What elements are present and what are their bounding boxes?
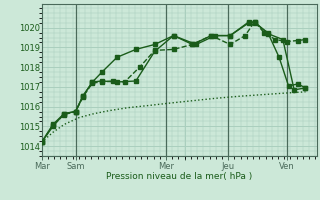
X-axis label: Pression niveau de la mer( hPa ): Pression niveau de la mer( hPa ) xyxy=(106,172,252,181)
